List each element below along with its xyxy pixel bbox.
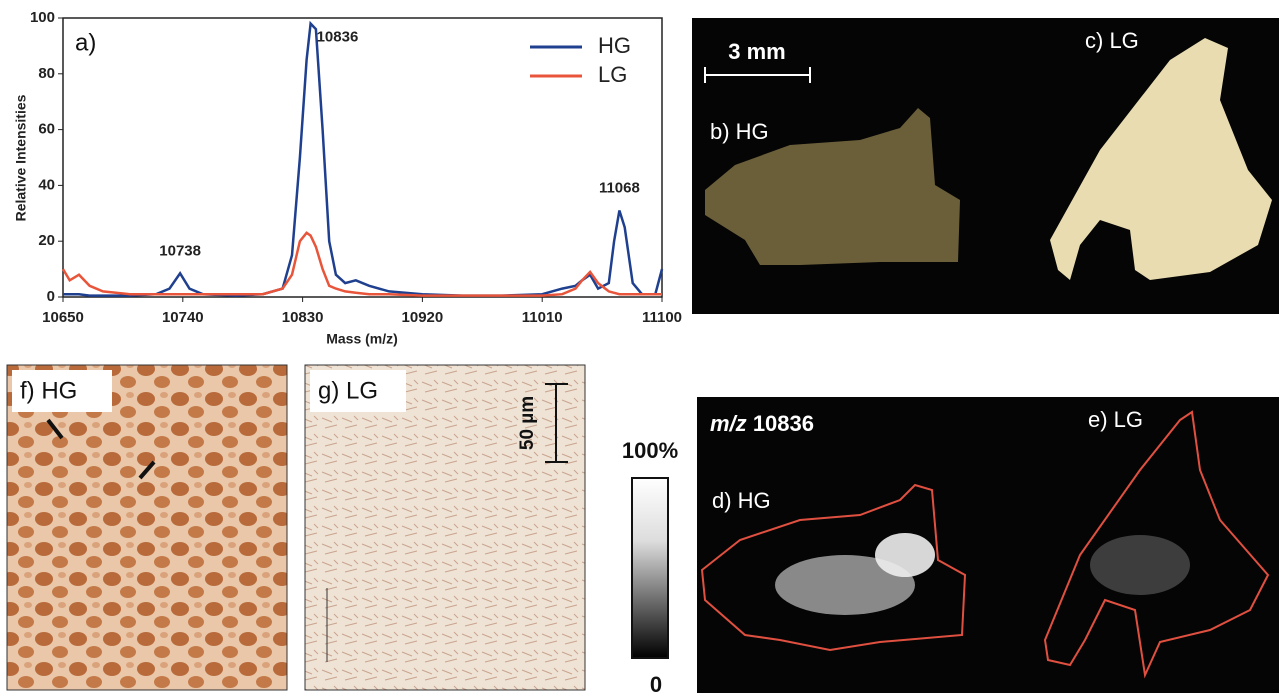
y-tick-label: 60 [38,121,55,138]
panel-label: d) HG [712,488,771,513]
peak-label: 10738 [159,242,201,259]
figure: 3 mm b) HG c) LG f) HG g) LG 50 µm 100% … [0,0,1279,696]
y-axis-label: Relative Intensities [13,94,29,221]
colorbar [632,478,668,658]
colorbar-label: 0 [650,672,662,696]
peak-label: 10836 [317,29,359,46]
histology-hg [7,365,287,690]
panel-label: g) LG [318,377,378,404]
plot-frame [63,18,662,297]
panel-label: c) LG [1085,28,1139,53]
x-axis-label: Mass (m/z) [326,331,398,347]
x-tick-label: 10830 [282,309,324,326]
mz-value: 10836 [753,411,814,436]
legend-label: HG [598,33,631,58]
scale-label: 50 µm [517,396,538,450]
panel-label: e) LG [1088,407,1143,432]
y-tick-label: 40 [38,176,55,193]
x-tick-label: 10920 [402,309,444,326]
series-line [63,24,662,296]
y-tick-label: 100 [30,9,55,26]
y-tick-label: 20 [38,232,55,249]
panel-label: a) [75,29,96,56]
y-tick-label: 80 [38,65,55,82]
ms-image-panel [697,397,1279,693]
legend-label: LG [598,62,627,87]
intensity [1090,535,1190,595]
panel-label: b) HG [710,119,769,144]
colorbar-label: 100% [622,438,678,463]
histology-lg [305,365,585,690]
x-tick-label: 11010 [522,309,563,326]
x-tick-label: 10650 [42,309,84,326]
mz-label: m/z 10836 [710,411,814,436]
panel-label: f) HG [20,377,77,404]
mz-prefix: m/z [710,411,747,436]
x-tick-label: 11100 [642,309,682,326]
intensity [875,533,935,577]
x-tick-label: 10740 [162,309,204,326]
scale-label: 3 mm [728,39,785,64]
peak-label: 11068 [599,179,640,196]
y-tick-label: 0 [47,288,55,305]
